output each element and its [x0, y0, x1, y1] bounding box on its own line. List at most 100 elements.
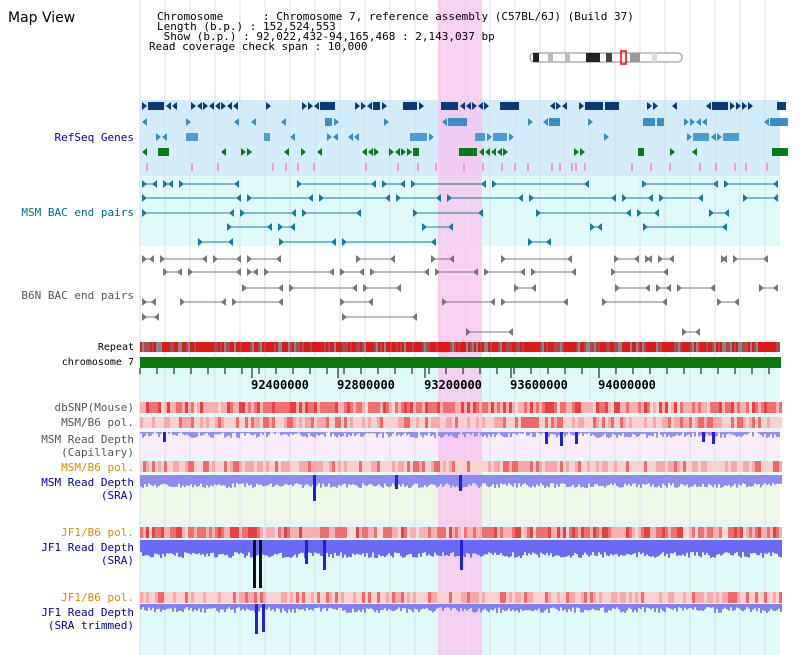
gene-arrow — [579, 102, 584, 110]
header-read-coverage: Read coverage check span : 10,000 — [149, 40, 368, 53]
gene-arrow — [331, 238, 336, 246]
heat-cell — [146, 527, 149, 538]
heat-cell — [551, 527, 554, 538]
repeat-segment — [754, 342, 756, 352]
gene-tick — [482, 163, 484, 171]
depth-bar — [458, 540, 460, 556]
heat-cell — [767, 402, 770, 413]
track-label-b6n-bac[interactable]: B6N BAC end pairs — [21, 289, 134, 302]
repeat-segment — [506, 342, 508, 352]
depth-bar — [208, 604, 210, 609]
heat-cell — [464, 402, 467, 413]
depth-bar — [638, 432, 640, 437]
depth-bar — [502, 604, 504, 610]
depth-bar — [752, 432, 754, 437]
track-label-msm-b6-pol-sra[interactable]: MSM/B6 pol. — [61, 461, 134, 474]
gene-arrow — [221, 102, 226, 110]
repeat-segment — [632, 342, 634, 352]
depth-bar — [340, 604, 342, 608]
depth-bar — [612, 604, 614, 609]
heat-cell — [140, 592, 143, 603]
repeat-segment — [566, 342, 568, 352]
heat-cell — [608, 527, 611, 538]
heat-cell — [410, 461, 413, 472]
depth-bar — [266, 604, 268, 610]
gene-arrow — [642, 180, 647, 188]
heat-cell — [164, 461, 167, 472]
heat-cell — [371, 461, 374, 472]
heat-cell — [251, 527, 254, 538]
repeat-segment — [154, 342, 156, 352]
gene-arrow — [278, 284, 283, 292]
depth-bar — [162, 604, 164, 610]
heat-cell — [200, 527, 203, 538]
depth-bar — [326, 475, 328, 487]
heat-cell — [458, 417, 461, 428]
depth-bar — [350, 604, 352, 613]
heat-cell — [647, 417, 650, 428]
repeat-segment — [546, 342, 548, 352]
heat-cell — [359, 592, 362, 603]
depth-bar — [650, 432, 652, 436]
depth-bar — [686, 540, 688, 553]
heat-cell — [179, 461, 182, 472]
depth-bar — [506, 604, 508, 611]
heat-cell — [578, 592, 581, 603]
depth-bar — [462, 475, 464, 488]
gene-arrow — [733, 255, 738, 263]
depth-bar — [168, 432, 170, 434]
heat-cell — [548, 461, 551, 472]
depth-bar — [328, 604, 330, 609]
depth-bar — [574, 540, 576, 553]
depth-bar — [588, 475, 590, 484]
heat-cell — [626, 402, 629, 413]
track-label-jf1-depth[interactable]: JF1 Read Depth — [41, 541, 134, 554]
repeat-segment — [650, 342, 652, 352]
heat-cell — [149, 592, 152, 603]
gene-arrow — [384, 118, 389, 126]
depth-bar — [674, 604, 676, 609]
track-label-msm-depth-cap[interactable]: MSM Read Depth — [41, 433, 134, 446]
gene-arrow — [472, 102, 477, 110]
track-label-jf1-b6-pol[interactable]: JF1/B6 pol. — [61, 526, 134, 539]
heat-cell — [416, 461, 419, 472]
track-label-jf1-depth-trim[interactable]: JF1 Read Depth — [41, 606, 134, 619]
repeat-segment — [286, 342, 288, 352]
heat-cell — [335, 461, 338, 472]
gene-arrow — [241, 148, 246, 156]
depth-bar — [528, 432, 530, 436]
depth-bar — [592, 475, 594, 487]
heat-cell — [272, 592, 275, 603]
depth-bar — [162, 475, 164, 484]
depth-bar — [660, 475, 662, 488]
gene-arrow — [508, 328, 513, 336]
track-label-jf1-b6-pol-trim[interactable]: JF1/B6 pol. — [61, 591, 134, 604]
depth-bar — [274, 540, 276, 554]
heat-cell — [377, 527, 380, 538]
heat-cell — [536, 402, 539, 413]
heat-cell — [530, 592, 533, 603]
heat-cell — [611, 592, 614, 603]
track-label-refseq[interactable]: RefSeq Genes — [54, 131, 134, 144]
depth-bar — [392, 475, 394, 484]
gene-arrow — [448, 223, 453, 231]
depth-bar — [556, 475, 558, 485]
depth-bar — [586, 604, 588, 611]
heat-cell — [407, 402, 410, 413]
track-label-dbsnp[interactable]: dbSNP(Mouse) — [54, 401, 134, 414]
track-label-msm-depth-sra[interactable]: MSM Read Depth — [41, 476, 134, 489]
track-label-msm-b6-pol[interactable]: MSM/B6 pol. — [61, 416, 134, 429]
depth-bar — [482, 432, 484, 437]
heat-cell — [263, 592, 266, 603]
track-label-chromosome[interactable]: chromosome 7 — [61, 357, 134, 368]
repeat-segment — [364, 342, 366, 352]
gene-arrow — [742, 102, 747, 110]
heat-cell — [335, 592, 338, 603]
depth-bar — [776, 432, 778, 438]
heat-cell — [230, 417, 233, 428]
track-label-repeat[interactable]: Repeat — [97, 342, 134, 353]
heat-cell — [419, 402, 422, 413]
track-label-msm-bac[interactable]: MSM BAC end pairs — [21, 206, 134, 219]
depth-bar — [656, 475, 658, 488]
